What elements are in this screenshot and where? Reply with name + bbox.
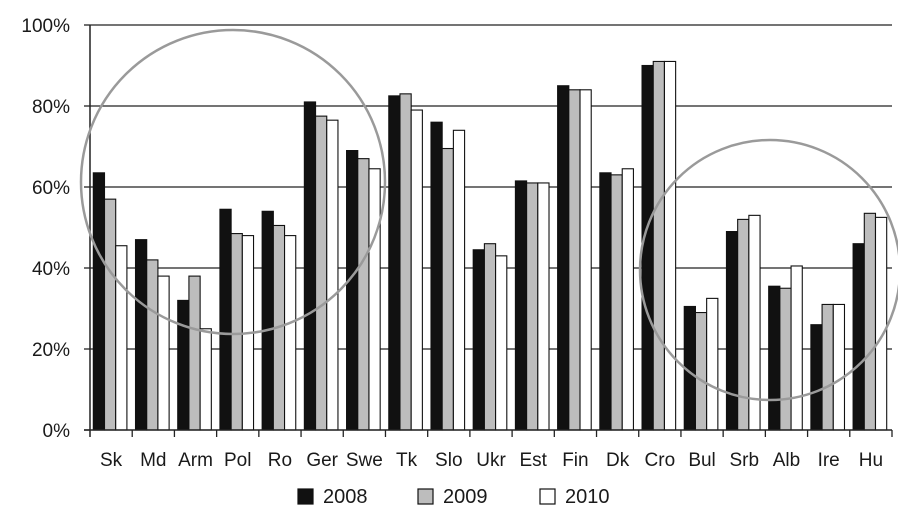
bar-ire-2008	[810, 324, 823, 431]
bar-swe-2009	[357, 158, 370, 431]
legend-swatch-2010	[539, 488, 556, 505]
bar-dk-2010	[621, 168, 634, 431]
x-category-label-ukr: Ukr	[476, 450, 506, 471]
x-axis-category-labels: Sk Md Arm Pol Ro Ger Swe Tk Slo Ukr Est Fin Dk Cro Bul…	[100, 450, 883, 471]
bar-ire-2009	[821, 303, 834, 431]
x-category-label-dk: Dk	[606, 450, 630, 471]
bar-alb-2009	[779, 287, 792, 431]
legend-swatch-2009	[417, 488, 434, 505]
bar-sk-2008	[92, 172, 106, 431]
bar-ger-2010	[326, 119, 339, 431]
x-category-label-sk: Sk	[100, 450, 123, 471]
x-category-label-md: Md	[140, 450, 166, 471]
bar-hu-2008	[852, 243, 865, 431]
bar-tk-2010	[410, 109, 423, 431]
bar-ro-2008	[261, 210, 274, 431]
bar-ger-2009	[315, 115, 328, 431]
bar-ger-2008	[303, 101, 317, 431]
bar-alb-2008	[768, 285, 781, 431]
x-category-label-hu: Hu	[859, 450, 883, 471]
x-category-label-srb: Srb	[729, 450, 759, 471]
y-tick-label-20pct: 20%	[32, 340, 70, 361]
y-tick-label-40pct: 40%	[32, 259, 70, 280]
x-category-label-fin: Fin	[562, 450, 588, 471]
bar-sk-2009	[103, 198, 117, 431]
bar-dk-2009	[610, 174, 623, 431]
y-tick-label-60pct: 60%	[32, 178, 70, 199]
bar-slo-2010	[452, 129, 466, 431]
legend-swatch-2008	[297, 488, 314, 505]
bar-slo-2009	[441, 147, 454, 431]
legend-label-2010: 2010	[565, 486, 610, 508]
x-category-label-arm: Arm	[178, 450, 213, 471]
bar-hu-2009	[863, 212, 877, 431]
bar-ro-2010	[283, 235, 297, 431]
bar-fin-2010	[579, 89, 592, 431]
bar-arm-2010	[199, 328, 212, 431]
bar-cro-2010	[663, 60, 677, 431]
bar-arm-2008	[177, 299, 190, 431]
bar-bul-2010	[706, 297, 719, 431]
legend-label-2008: 2008	[323, 486, 368, 508]
x-category-label-swe: Swe	[346, 450, 383, 471]
bar-arm-2009	[188, 275, 201, 431]
x-category-label-ire: Ire	[818, 450, 840, 471]
x-category-label-ro: Ro	[268, 450, 292, 471]
bar-md-2010	[157, 275, 170, 431]
bar-sk-2010	[115, 245, 128, 431]
bar-fin-2009	[568, 89, 581, 431]
x-category-label-alb: Alb	[773, 450, 800, 471]
bar-est-2010	[537, 182, 550, 431]
x-category-label-slo: Slo	[435, 450, 462, 471]
highlight-circle-2	[638, 138, 898, 402]
bar-tk-2008	[388, 95, 401, 431]
highlight-circle-1	[79, 28, 387, 336]
y-tick-label-0pct: 0%	[43, 421, 71, 442]
y-tick-label-100pct: 100%	[21, 16, 70, 37]
bar-dk-2008	[599, 172, 612, 431]
x-category-label-ger: Ger	[306, 450, 338, 471]
bar-bul-2009	[694, 311, 708, 431]
y-axis-tick-labels: 0% 20% 40% 60% 80% 100%	[21, 16, 70, 442]
bar-swe-2010	[368, 168, 381, 431]
bar-fin-2008	[557, 85, 570, 431]
bar-cro-2008	[641, 64, 654, 431]
bar-hu-2010	[874, 216, 888, 431]
bar-est-2008	[514, 180, 528, 431]
bar-est-2009	[526, 182, 539, 431]
bar-alb-2010	[790, 265, 803, 431]
bar-pol-2008	[219, 208, 232, 431]
x-category-label-bul: Bul	[688, 450, 715, 471]
bar-md-2009	[146, 259, 159, 431]
bar-ukr-2010	[495, 255, 508, 431]
bar-ukr-2009	[483, 243, 497, 431]
bar-ire-2010	[832, 303, 846, 431]
bar-series	[92, 60, 888, 431]
y-tick-label-80pct: 80%	[32, 97, 70, 118]
bar-swe-2008	[346, 150, 359, 431]
x-category-label-cro: Cro	[645, 450, 676, 471]
x-category-label-tk: Tk	[396, 450, 418, 471]
x-category-label-est: Est	[519, 450, 547, 471]
bar-srb-2008	[725, 231, 739, 431]
bar-md-2008	[134, 239, 148, 431]
x-category-label-pol: Pol	[224, 450, 251, 471]
bar-ukr-2008	[472, 249, 485, 431]
bar-slo-2008	[430, 121, 443, 431]
legend: 2008 2009 2010	[297, 486, 610, 508]
bar-cro-2009	[652, 60, 665, 431]
highlight-circles	[79, 28, 898, 402]
legend-label-2009: 2009	[443, 486, 488, 508]
bar-pol-2009	[230, 233, 243, 431]
bar-tk-2009	[399, 93, 412, 431]
